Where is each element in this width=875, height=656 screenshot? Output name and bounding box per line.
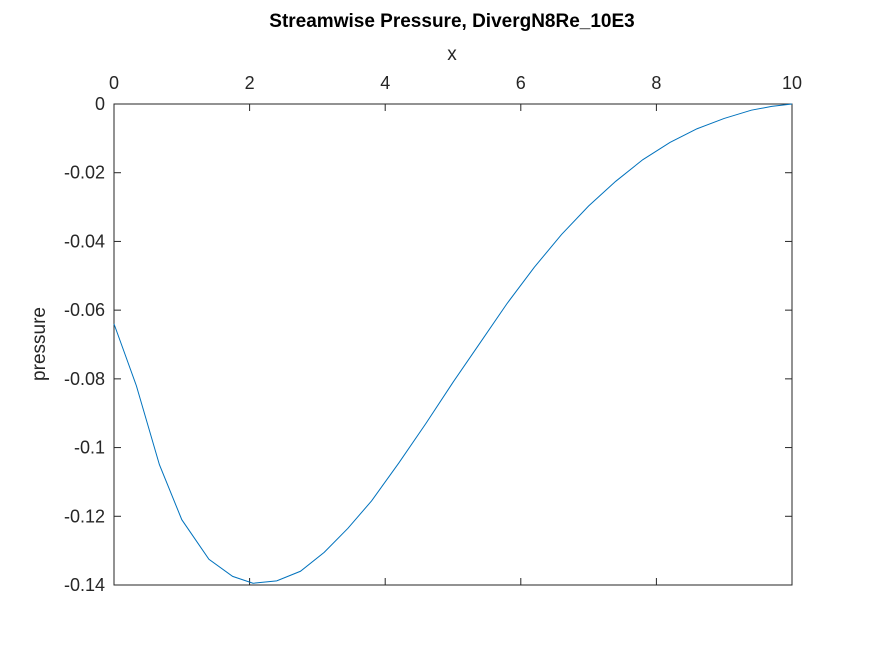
x-tick-label: 2 — [245, 73, 255, 93]
y-tick-label: -0.06 — [64, 300, 105, 320]
y-axis-ticks: 0 -0.02 -0.04 -0.06 -0.08 -0.1 -0.12 -0.14 — [64, 94, 792, 595]
x-tick-label: 0 — [109, 73, 119, 93]
x-axis-ticks: 0 2 4 6 8 10 — [109, 73, 802, 585]
x-tick-label: 10 — [782, 73, 802, 93]
x-tick-label: 4 — [380, 73, 390, 93]
x-tick-label: 8 — [651, 73, 661, 93]
x-tick-label: 6 — [516, 73, 526, 93]
y-tick-label: -0.14 — [64, 575, 105, 595]
x-axis-label: x — [447, 44, 457, 65]
y-tick-label: 0 — [95, 94, 105, 114]
chart-title: Streamwise Pressure, DivergN8Re_10E3 — [269, 11, 634, 32]
y-tick-label: -0.02 — [64, 163, 105, 183]
pressure-series-line — [113, 103, 793, 584]
y-tick-label: -0.1 — [74, 438, 105, 458]
y-tick-label: -0.12 — [64, 506, 105, 526]
y-tick-label: -0.04 — [64, 231, 105, 251]
y-tick-label: -0.08 — [64, 369, 105, 389]
plot-area-frame — [113, 103, 793, 586]
y-axis-label: pressure — [29, 307, 50, 381]
